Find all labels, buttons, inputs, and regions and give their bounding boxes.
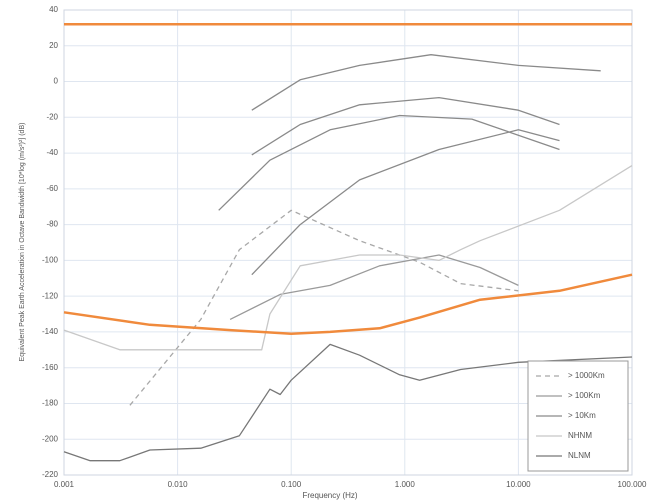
x-tick-label: 0.001 [54, 480, 75, 489]
y-axis-label: Equivalent Peak Earth Acceleration in Oc… [19, 123, 26, 362]
series-line [63, 273, 633, 335]
y-tick-label: 20 [49, 41, 58, 50]
legend-label: NHNM [568, 431, 592, 440]
series-line [63, 343, 633, 462]
series-line [63, 165, 633, 351]
y-tick-label: -20 [46, 112, 58, 121]
y-tick-label: 40 [49, 5, 58, 14]
y-tick-label: -80 [46, 220, 58, 229]
y-tick-label: -140 [42, 327, 59, 336]
y-tick-label: 0 [54, 77, 59, 86]
series-line [229, 254, 519, 320]
y-tick-label: -60 [46, 184, 58, 193]
x-tick-label: 1.000 [395, 480, 416, 489]
legend-label: > 100Km [568, 391, 601, 400]
y-tick-label: -200 [42, 434, 59, 443]
x-tick-label: 0.010 [168, 480, 189, 489]
y-tick-label: -120 [42, 291, 59, 300]
x-tick-label: 0.100 [281, 480, 302, 489]
legend-label: NLNM [568, 451, 591, 460]
y-tick-label: -40 [46, 148, 58, 157]
y-tick-label: -180 [42, 399, 59, 408]
series-line [218, 54, 601, 276]
x-tick-label: 100.000 [618, 480, 647, 489]
y-tick-label: -100 [42, 255, 59, 264]
series-line [129, 209, 519, 406]
legend-label: > 10Km [568, 411, 596, 420]
x-tick-label: 10.000 [506, 480, 531, 489]
plot-frame [63, 9, 633, 476]
y-tick-label: -160 [42, 363, 59, 372]
legend-label: > 1000Km [568, 371, 605, 380]
x-axis-label: Frequency (Hz) [302, 491, 357, 500]
y-tick-label: -220 [42, 470, 59, 479]
